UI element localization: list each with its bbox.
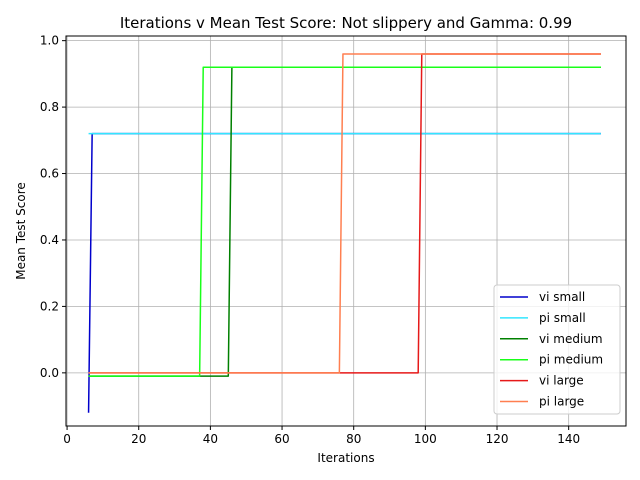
x-tick-label: 60 [274, 432, 289, 446]
legend-label-vi-large: vi large [539, 374, 584, 388]
x-tick-label: 0 [63, 432, 71, 446]
grid [66, 36, 626, 426]
y-axis: 0.0 0.2 0.4 0.6 0.8 1.0 [40, 34, 66, 380]
legend-label-pi-small: pi small [539, 311, 586, 325]
x-tick-label: 20 [131, 432, 146, 446]
y-tick-label: 0.2 [40, 299, 59, 313]
x-axis-label: Iterations [317, 451, 374, 465]
legend-label-pi-large: pi large [539, 395, 584, 409]
series-lines [87, 53, 601, 413]
x-tick-label: 140 [557, 432, 580, 446]
legend-label-vi-small: vi small [539, 290, 585, 304]
y-tick-label: 0.4 [40, 233, 59, 247]
y-tick-label: 1.0 [40, 34, 59, 48]
y-tick-label: 0.0 [40, 366, 59, 380]
x-tick-label: 100 [414, 432, 437, 446]
x-tick-label: 120 [486, 432, 509, 446]
x-tick-label: 40 [203, 432, 218, 446]
y-axis-label: Mean Test Score [14, 182, 28, 280]
y-tick-label: 0.6 [40, 167, 59, 181]
legend-label-vi-medium: vi medium [539, 332, 603, 346]
legend-label-pi-medium: pi medium [539, 353, 603, 367]
plot-frame [65, 35, 627, 427]
series-line-pi-medium [88, 66, 601, 377]
legend: vi small pi small vi medium pi medium vi lar… [493, 284, 621, 415]
chart-title: Iterations v Mean Test Score: Not slippe… [120, 14, 572, 32]
series-line-pi-large [88, 53, 601, 374]
x-tick-label: 80 [346, 432, 361, 446]
x-axis: 0 20 40 60 80 100 120 140 [63, 426, 580, 446]
y-tick-label: 0.8 [40, 100, 59, 114]
